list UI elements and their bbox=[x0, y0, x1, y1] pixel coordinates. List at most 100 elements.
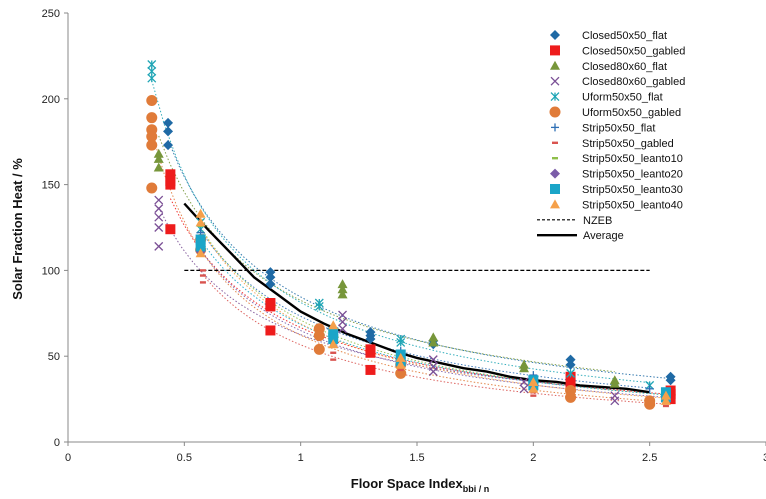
data-point bbox=[530, 394, 537, 397]
data-point bbox=[328, 327, 339, 338]
legend-item: NZEB bbox=[537, 215, 612, 227]
legend-item: Strip50x50_leanto20 bbox=[550, 168, 683, 181]
y-tick-label: 250 bbox=[42, 8, 60, 20]
axes bbox=[64, 12, 766, 446]
legend-label: Closed80x60_flat bbox=[582, 61, 667, 73]
data-point bbox=[365, 347, 376, 358]
average-line bbox=[183, 202, 650, 394]
data-point bbox=[265, 279, 276, 290]
data-point bbox=[665, 375, 676, 386]
data-point bbox=[199, 269, 206, 272]
series-Closed80x60_gabled bbox=[154, 195, 620, 406]
x-axis-title: Floor Space Indexbbi / n bbox=[351, 476, 489, 494]
data-point bbox=[395, 352, 406, 362]
legend-marker bbox=[550, 92, 560, 102]
data-points bbox=[146, 60, 676, 410]
x-tick-label: 0.5 bbox=[177, 452, 192, 464]
data-point bbox=[265, 325, 276, 336]
data-point bbox=[365, 334, 376, 345]
data-point bbox=[313, 330, 325, 342]
data-point bbox=[565, 391, 577, 403]
data-point bbox=[146, 182, 158, 194]
data-point bbox=[314, 301, 324, 311]
legend-marker bbox=[552, 141, 558, 144]
data-point bbox=[163, 117, 174, 128]
data-point bbox=[609, 378, 620, 388]
tick-labels: 0 50 100 150 200 250 0 0.5 1 1.5 2 2.5 3 bbox=[42, 8, 766, 464]
data-point bbox=[153, 148, 164, 158]
trendline bbox=[200, 228, 667, 399]
data-point bbox=[428, 355, 438, 365]
data-point bbox=[565, 354, 576, 365]
legend-marker bbox=[550, 199, 560, 209]
data-point bbox=[338, 310, 348, 320]
average-curve bbox=[183, 202, 650, 394]
data-point bbox=[154, 223, 164, 232]
data-point bbox=[338, 324, 348, 334]
legend-marker bbox=[552, 157, 558, 160]
data-point bbox=[265, 272, 276, 283]
legend-item: Closed80x60_gabled bbox=[550, 76, 685, 88]
legend-item: Strip50x50_leanto10 bbox=[552, 153, 683, 165]
x-axis-title-main: Floor Space Index bbox=[351, 476, 464, 491]
legend-item: Closed50x50_flat bbox=[550, 30, 667, 42]
legend-label: Uform50x50_gabled bbox=[582, 107, 681, 119]
data-point bbox=[195, 248, 206, 258]
legend-item: Strip50x50_leanto40 bbox=[550, 199, 683, 211]
data-point bbox=[365, 364, 376, 375]
data-point bbox=[428, 337, 439, 347]
legend: Closed50x50_flat Closed50x50_gabled Closed… bbox=[537, 30, 685, 242]
legend-marker bbox=[551, 123, 559, 132]
data-point bbox=[154, 204, 164, 214]
legend-label: Closed50x50_gabled bbox=[582, 45, 685, 57]
legend-marker bbox=[550, 184, 560, 194]
data-point bbox=[565, 359, 576, 370]
legend-label: Average bbox=[583, 230, 624, 242]
data-point bbox=[330, 351, 337, 354]
data-point bbox=[519, 377, 529, 387]
data-point bbox=[195, 208, 206, 218]
trendline bbox=[202, 274, 667, 405]
data-point bbox=[428, 367, 438, 377]
legend-marker bbox=[549, 106, 561, 118]
legend-label: Strip50x50_flat bbox=[582, 122, 655, 134]
data-point bbox=[165, 179, 176, 190]
data-point bbox=[328, 334, 339, 345]
x-tick-label: 0 bbox=[65, 452, 71, 464]
y-tick-label: 50 bbox=[48, 351, 60, 363]
legend-label: Closed50x50_flat bbox=[582, 30, 667, 42]
data-point bbox=[199, 281, 206, 284]
series-Closed80x60_flat bbox=[153, 148, 620, 388]
legend-marker bbox=[550, 30, 560, 40]
data-point bbox=[199, 274, 206, 277]
x-tick-label: 2.5 bbox=[642, 452, 657, 464]
data-point bbox=[265, 301, 276, 312]
data-point bbox=[147, 66, 157, 76]
legend-item: Uform50x50_gabled bbox=[549, 106, 681, 119]
data-point bbox=[337, 289, 348, 299]
data-point bbox=[519, 384, 529, 394]
legend-item: Strip50x50_gabled bbox=[552, 138, 674, 150]
data-point bbox=[328, 339, 339, 349]
legend-marker bbox=[550, 45, 560, 56]
data-point bbox=[428, 332, 439, 342]
data-point bbox=[154, 212, 164, 222]
data-point bbox=[195, 234, 206, 245]
legend-marker bbox=[550, 76, 560, 86]
data-point bbox=[146, 95, 158, 107]
data-point bbox=[660, 395, 671, 405]
legend-label: Uform50x50_flat bbox=[582, 92, 663, 104]
data-point bbox=[146, 112, 158, 124]
data-point bbox=[265, 267, 276, 278]
y-tick-label: 150 bbox=[42, 180, 60, 192]
data-point bbox=[147, 73, 157, 83]
data-point bbox=[195, 241, 206, 252]
data-point bbox=[165, 169, 176, 180]
data-point bbox=[154, 241, 164, 251]
data-point bbox=[165, 224, 176, 235]
trendline bbox=[200, 227, 667, 396]
legend-label: NZEB bbox=[583, 215, 612, 227]
legend-label: Strip50x50_leanto20 bbox=[582, 169, 683, 181]
data-point bbox=[153, 162, 164, 172]
data-point bbox=[566, 368, 576, 378]
